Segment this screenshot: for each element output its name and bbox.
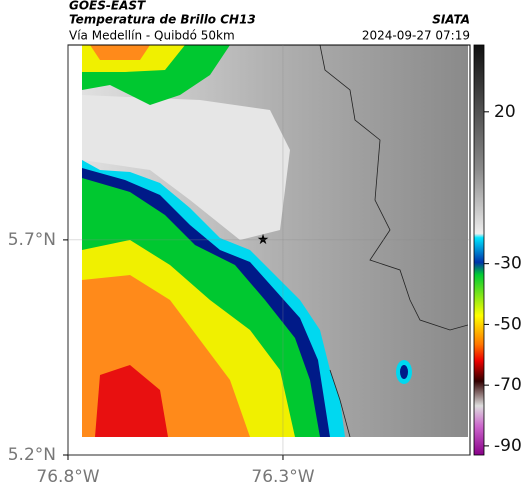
colorbar-tick-label: -50 [494, 314, 522, 334]
colorbar-tick-label: -90 [494, 436, 522, 456]
timestamp: 2024-09-27 07:19 [362, 29, 470, 43]
lon-tick-label: 76.8°W [36, 467, 99, 487]
colorbar-tick-label: 20 [494, 102, 516, 122]
source: SIATA [432, 13, 470, 27]
colorbar-tick-label: -30 [494, 254, 522, 274]
route: Vía Medellín - Quibdó 50km [69, 29, 235, 43]
lat-tick-label: 5.7°N [8, 230, 56, 250]
imagery [82, 45, 468, 437]
colorbar-tick-label: -70 [494, 375, 522, 395]
colorbar [473, 44, 485, 456]
lat-tick-label: 5.2°N [8, 445, 56, 465]
title: GOES-EAST [69, 0, 146, 13]
subtitle: Temperatura de Brillo CH13 [69, 13, 256, 27]
lon-tick-label: 76.3°W [251, 467, 314, 487]
